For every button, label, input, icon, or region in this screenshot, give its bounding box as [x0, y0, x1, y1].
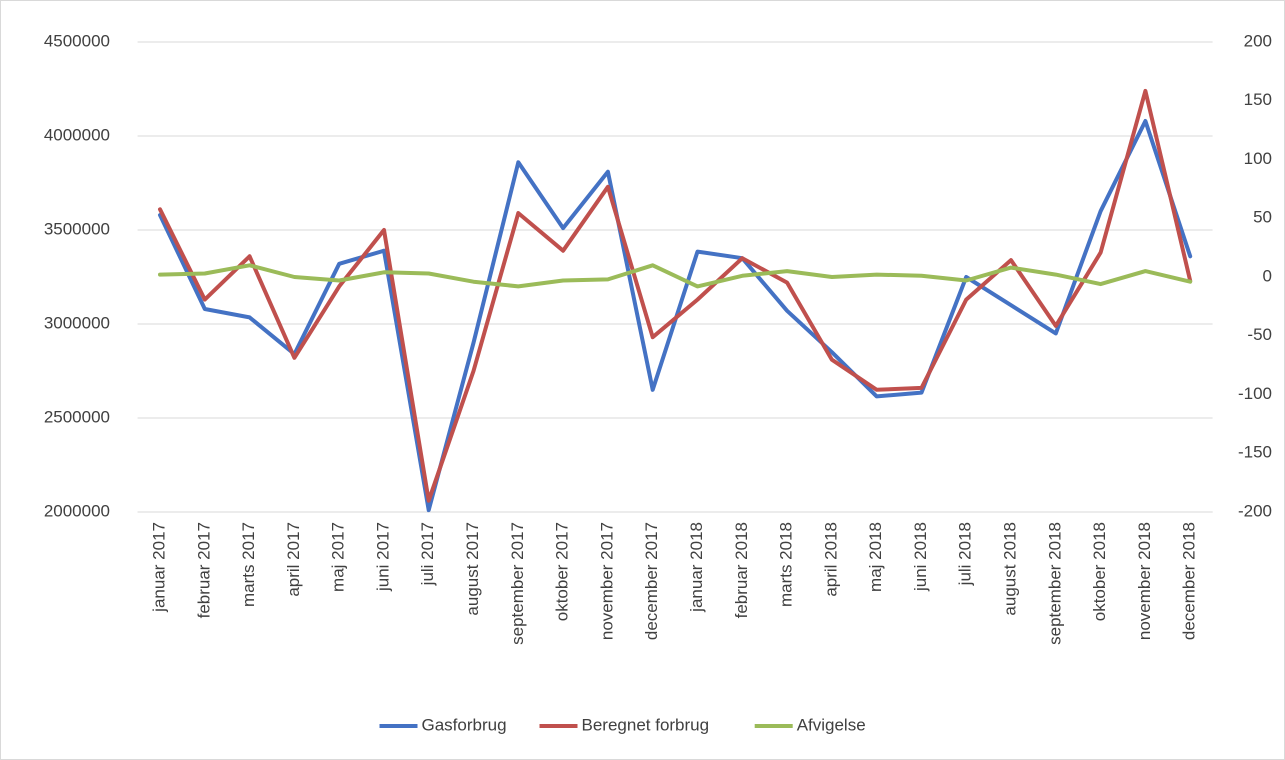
- x-tick-label: marts 2017: [239, 522, 258, 607]
- series-line: [158, 263, 1193, 289]
- y-tick-label: 4000000: [44, 125, 110, 144]
- y2-tick-label: 0: [1263, 266, 1272, 285]
- x-tick-label: november 2017: [597, 522, 616, 640]
- x-tick-label: juni 2018: [911, 522, 930, 592]
- y-tick-label: 2000000: [44, 501, 110, 520]
- x-tick-label: marts 2018: [777, 522, 796, 607]
- legend-label: Gasforbrug: [422, 715, 507, 734]
- legend-label: Beregnet forbrug: [582, 715, 710, 734]
- x-tick-label: august 2017: [463, 522, 482, 616]
- x-tick-label: april 2018: [821, 522, 840, 597]
- x-tick-label: januar 2018: [687, 522, 706, 613]
- x-tick-label: maj 2017: [329, 522, 348, 592]
- x-tick-label: oktober 2017: [553, 522, 572, 621]
- x-tick-label: februar 2017: [194, 522, 213, 618]
- x-tick-label: december 2018: [1180, 522, 1199, 640]
- x-tick-label: august 2018: [1001, 522, 1020, 616]
- y2-tick-label: -200: [1238, 501, 1272, 520]
- x-tick-label: juli 2017: [418, 522, 437, 586]
- x-tick-label: september 2018: [1045, 522, 1064, 645]
- y2-tick-label: 100: [1244, 149, 1272, 168]
- y-tick-label: 3000000: [44, 313, 110, 332]
- x-tick-label: juli 2018: [956, 522, 975, 586]
- x-tick-label: september 2017: [508, 522, 527, 645]
- legend-label: Afvigelse: [797, 715, 866, 734]
- x-tick-label: oktober 2018: [1090, 522, 1109, 621]
- y-tick-label: 4500000: [44, 31, 110, 50]
- y2-tick-label: 150: [1244, 90, 1272, 109]
- y2-tick-label: 50: [1253, 208, 1272, 227]
- x-tick-label: november 2018: [1135, 522, 1154, 640]
- y2-tick-label: 200: [1244, 31, 1272, 50]
- y2-tick-label: -50: [1247, 325, 1272, 344]
- x-tick-label: december 2017: [642, 522, 661, 640]
- y2-tick-label: -150: [1238, 443, 1272, 462]
- x-tick-label: juni 2017: [373, 522, 392, 592]
- x-tick-label: januar 2017: [149, 522, 168, 613]
- y2-tick-label: -100: [1238, 384, 1272, 403]
- x-tick-label: maj 2018: [866, 522, 885, 592]
- x-tick-label: februar 2018: [732, 522, 751, 618]
- x-tick-label: april 2017: [284, 522, 303, 597]
- series-line: [158, 88, 1193, 503]
- y-tick-label: 3500000: [44, 219, 110, 238]
- y-tick-label: 2500000: [44, 407, 110, 426]
